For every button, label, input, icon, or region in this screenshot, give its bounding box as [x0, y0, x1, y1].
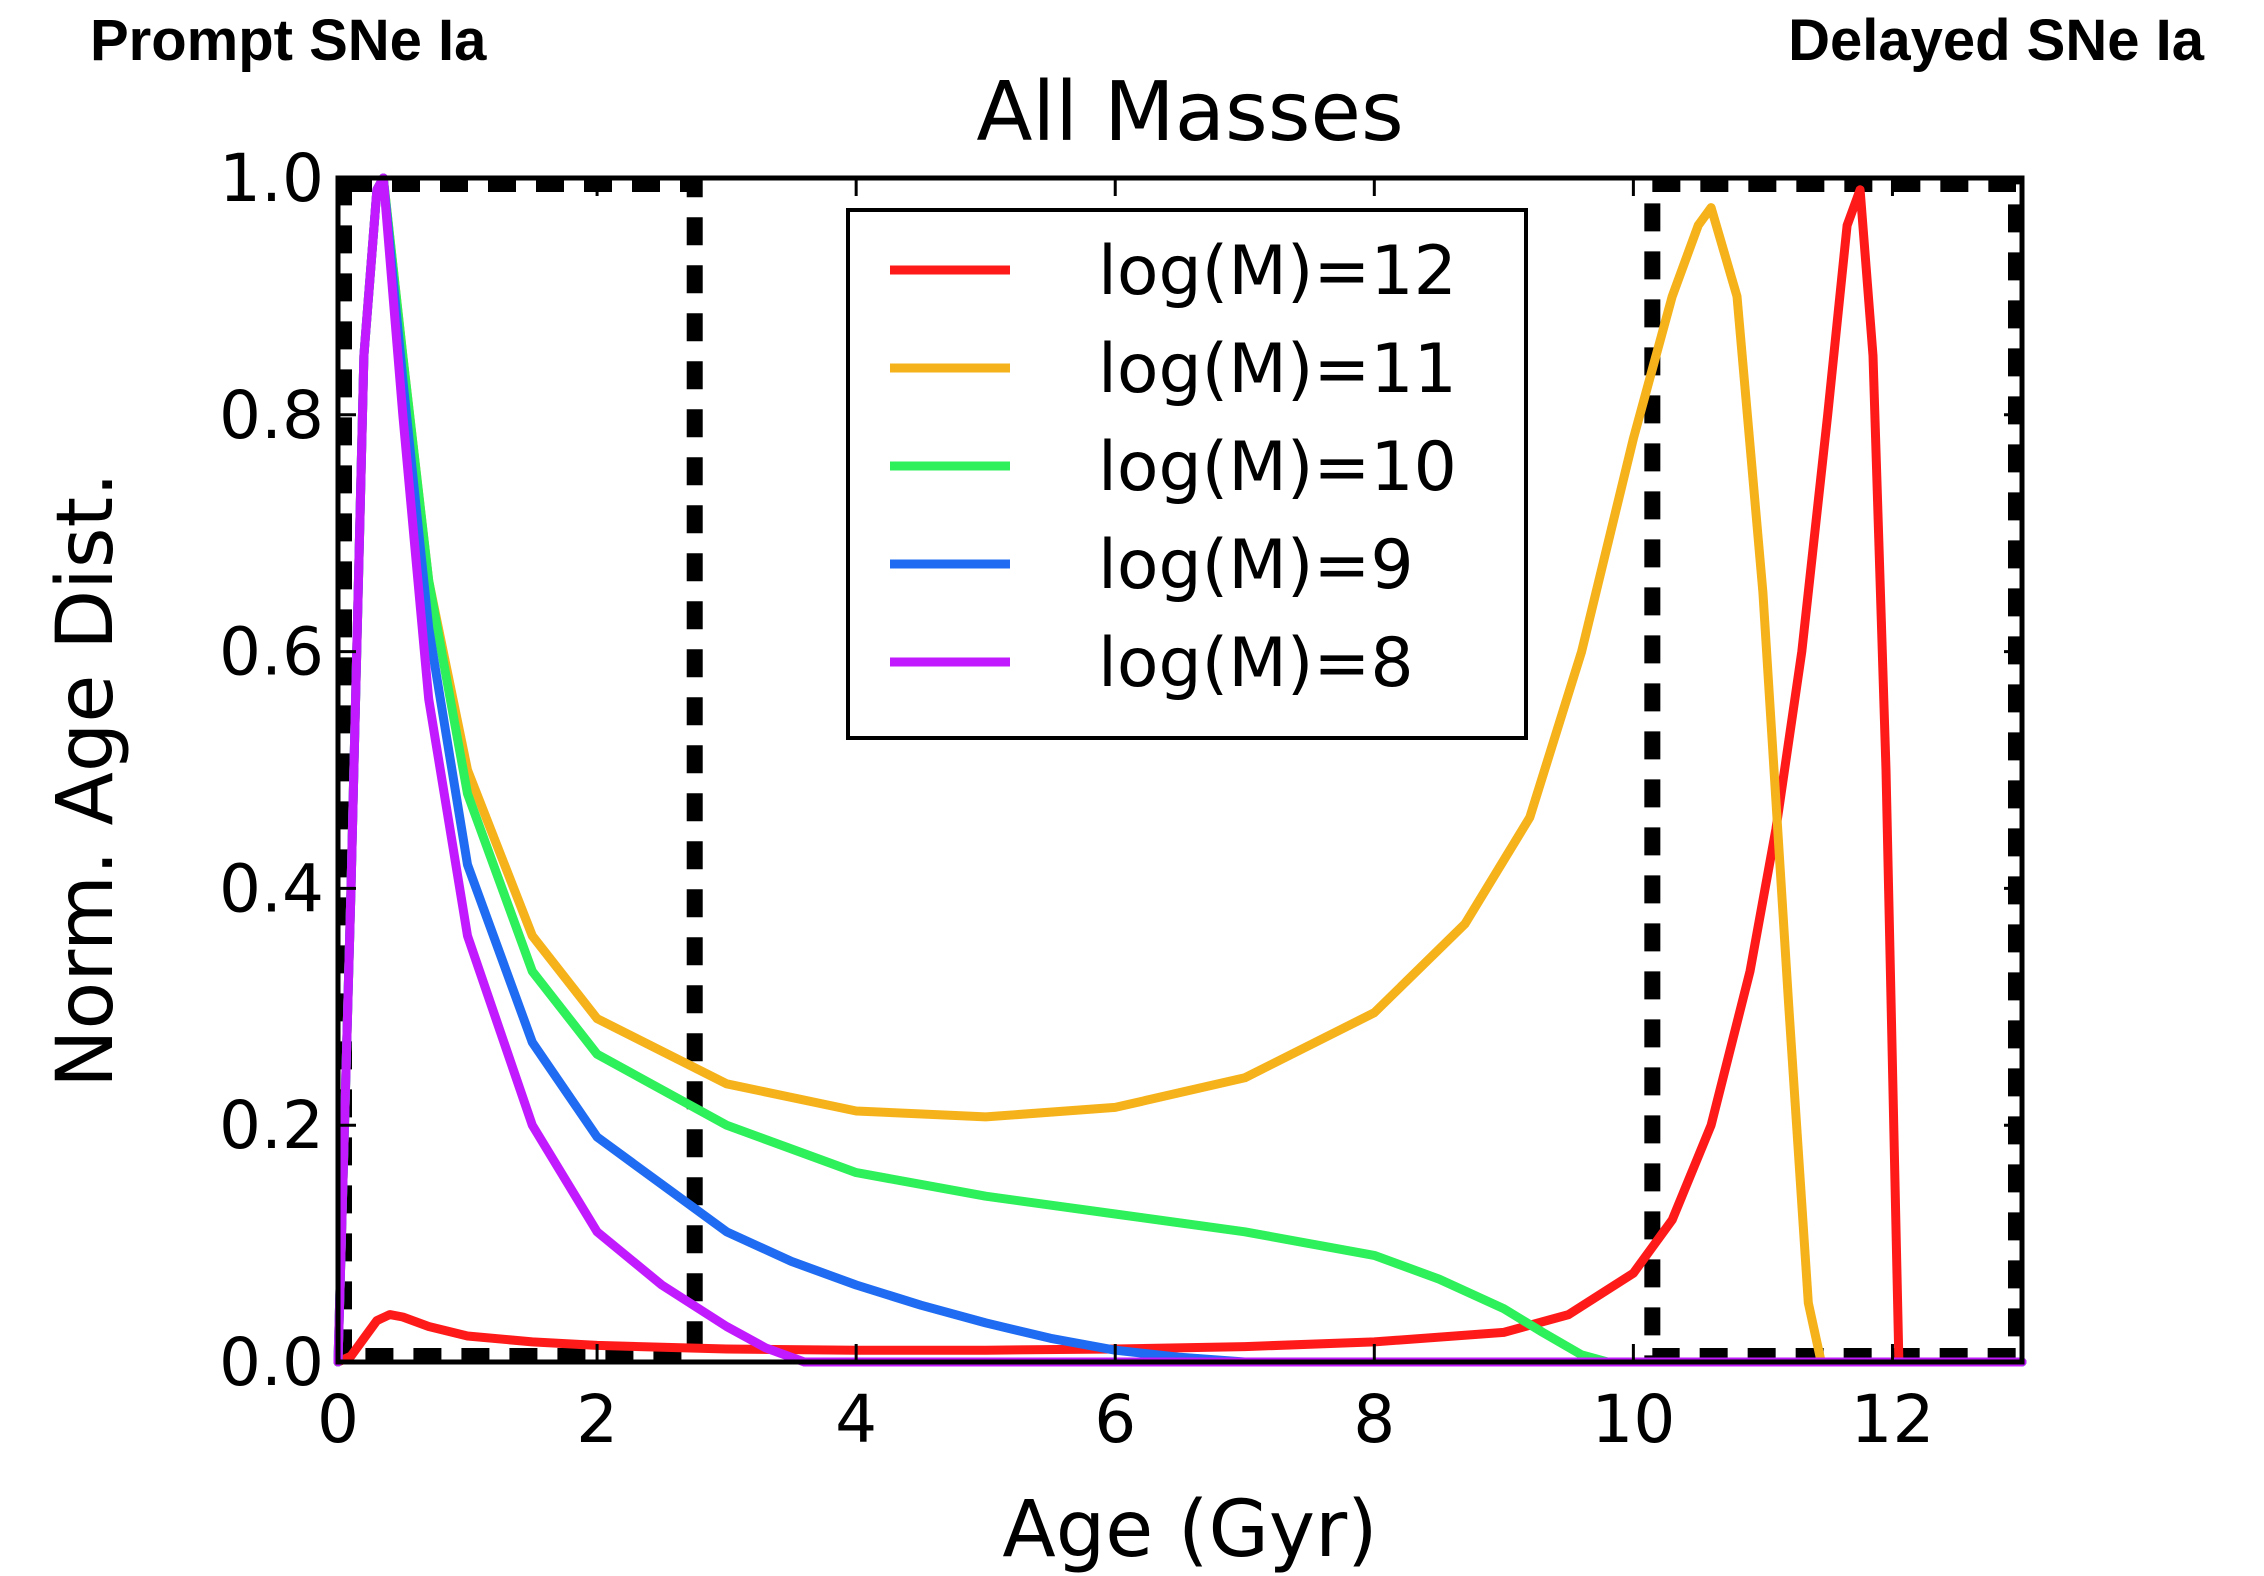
legend-box	[846, 208, 1528, 740]
legend-label: log(M)=9	[1098, 526, 1414, 605]
y-tick-label: 1.0	[219, 140, 324, 217]
axes-frame	[335, 175, 2025, 1365]
legend-label: log(M)=11	[1098, 330, 1457, 409]
legend-label: log(M)=8	[1098, 624, 1414, 703]
y-tick-label: 0.6	[219, 614, 324, 691]
x-tick-label: 10	[1591, 1381, 1675, 1458]
chart-title: All Masses	[976, 65, 1403, 160]
x-tick-label: 8	[1353, 1381, 1395, 1458]
y-tick-label: 0.0	[219, 1324, 324, 1401]
legend: log(M)=12 log(M)=11 log(M)=10 log(M)=9 log(M…	[846, 208, 1528, 740]
legend-label: log(M)=12	[1098, 232, 1457, 311]
prompt-snia-label: Prompt SNe Ia	[90, 8, 487, 73]
region-box-prompt	[336, 176, 703, 1364]
delayed-snia-label: Delayed SNe Ia	[1788, 8, 2204, 73]
legend-label: log(M)=10	[1098, 428, 1457, 507]
y-tick-label: 0.8	[219, 377, 324, 454]
series-line-log-m-8	[333, 173, 2027, 1367]
series-line-log-m-12	[333, 185, 2027, 1367]
x-tick-label: 6	[1094, 1381, 1136, 1458]
x-tick-label: 0	[317, 1381, 359, 1458]
y-axis-title: Norm. Age Dist.	[41, 472, 131, 1088]
x-axis-title: Age (Gyr)	[1002, 1485, 1377, 1575]
x-tick-label: 2	[576, 1381, 618, 1458]
series-lines	[333, 173, 2027, 1367]
region-boxes	[336, 176, 2025, 1364]
x-tick-label: 12	[1850, 1381, 1934, 1458]
axis-ticks: 0 2 4 6 8 10 12 0.0 0.2 0.4 0.6 0.8 1.0	[219, 140, 2022, 1458]
y-tick-label: 0.2	[219, 1087, 324, 1164]
y-tick-label: 0.4	[219, 850, 324, 927]
x-tick-label: 4	[835, 1381, 877, 1458]
